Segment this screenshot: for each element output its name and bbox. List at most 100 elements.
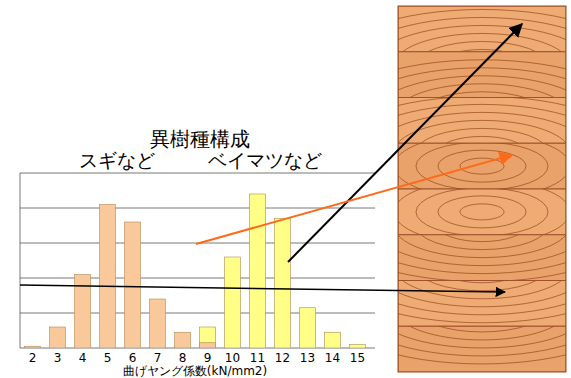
grain-ring [398, 189, 566, 235]
grain-ring [438, 281, 526, 283]
x-tick-label: 4 [79, 351, 87, 365]
grain-ring [416, 143, 548, 189]
title: 異樹種構成 [150, 127, 250, 151]
grid-line [20, 278, 375, 279]
x-axis-title: 曲げヤング係数(kN/mm2) [123, 364, 267, 378]
bar [225, 348, 241, 349]
grain-ring [398, 326, 566, 356]
x-tick-label: 2 [29, 351, 37, 365]
bar [100, 205, 116, 349]
grain-ring [398, 281, 566, 307]
bar [275, 219, 291, 349]
grain-ring [398, 112, 566, 143]
grain-ring [398, 33, 566, 51]
bar [200, 327, 216, 348]
grain-ring [398, 143, 566, 189]
series-label: ベイマツなど [208, 149, 322, 171]
grain-ring [398, 143, 566, 189]
x-tick-label: 13 [300, 351, 315, 365]
grain-ring [460, 158, 504, 174]
grain-ring [398, 143, 566, 189]
grain-ring [398, 143, 566, 189]
grain-ring [398, 25, 566, 51]
grain-ring [398, 17, 566, 51]
grid-line [20, 348, 375, 349]
bar [125, 222, 141, 348]
grain-ring [398, 189, 566, 235]
grain-ring [460, 204, 504, 220]
x-tick-label: 7 [154, 351, 162, 365]
grain [398, 235, 566, 281]
grain-ring [398, 68, 566, 98]
bar [275, 348, 291, 349]
x-tick-label: 3 [54, 351, 62, 365]
grid-line [20, 313, 375, 314]
grain-ring [416, 41, 548, 51]
x-tick-label: 11 [250, 351, 265, 365]
grain-ring [438, 150, 526, 182]
bar [200, 343, 216, 348]
lamina [398, 281, 566, 327]
grain [398, 9, 566, 51]
grain-ring [398, 189, 566, 235]
grain-ring [398, 76, 566, 98]
grain-ring [416, 189, 548, 235]
grain-ring [398, 235, 566, 281]
lamina [398, 326, 566, 372]
chart: 2 3 4 5 6 7 8 9 10 11 12 13 14 15 曲げヤング係数(kN/mm2) 異樹種構成… [0, 0, 571, 378]
bar [325, 332, 341, 348]
x-tick-label: 15 [350, 351, 365, 365]
grain-ring [398, 281, 566, 323]
x-tick-label: 5 [104, 351, 112, 365]
grain [398, 189, 566, 235]
x-tick-label: 14 [325, 351, 340, 365]
grain-ring [416, 235, 548, 250]
x-tick-label: 12 [275, 351, 290, 365]
arrow [20, 285, 505, 292]
arrow [288, 24, 522, 262]
x-tick-label: 10 [225, 351, 240, 365]
x-tick-label: 8 [179, 351, 187, 365]
bar [250, 194, 266, 348]
grain-ring [438, 136, 526, 143]
grain-ring [398, 281, 566, 299]
grain-ring [398, 281, 566, 315]
grain-ring [416, 128, 548, 143]
grain-ring [416, 281, 548, 291]
bar [350, 345, 366, 349]
grain-ring [398, 326, 566, 348]
y-axis-line [20, 173, 21, 348]
bar [325, 348, 341, 349]
lamina [398, 143, 566, 189]
grain-ring [398, 235, 566, 258]
grain-ring [398, 326, 566, 364]
grain-ring [398, 9, 566, 51]
bar [175, 332, 191, 348]
bar [350, 348, 366, 349]
grain [398, 98, 566, 144]
bar [25, 346, 41, 348]
grain-ring [438, 196, 526, 228]
grain-ring [398, 98, 566, 144]
timber-outline [398, 6, 566, 372]
bars [25, 194, 366, 348]
arrow [196, 155, 512, 244]
lamina [398, 189, 566, 235]
bar [150, 299, 166, 348]
grain-ring [416, 326, 548, 332]
grain-ring [398, 235, 566, 274]
grain-ring [398, 84, 566, 98]
grain-ring [438, 235, 526, 242]
grid [20, 173, 375, 348]
lamina [398, 52, 566, 98]
x-tick-label: 9 [204, 351, 212, 365]
grain-ring [416, 92, 548, 98]
grain [398, 143, 566, 189]
x-tick-label: 6 [129, 351, 137, 365]
grain-ring [398, 235, 566, 266]
bar [300, 308, 316, 348]
series-label: スギなど [79, 149, 155, 171]
grain-ring [398, 189, 566, 235]
bar [50, 327, 66, 348]
grain [398, 326, 566, 364]
